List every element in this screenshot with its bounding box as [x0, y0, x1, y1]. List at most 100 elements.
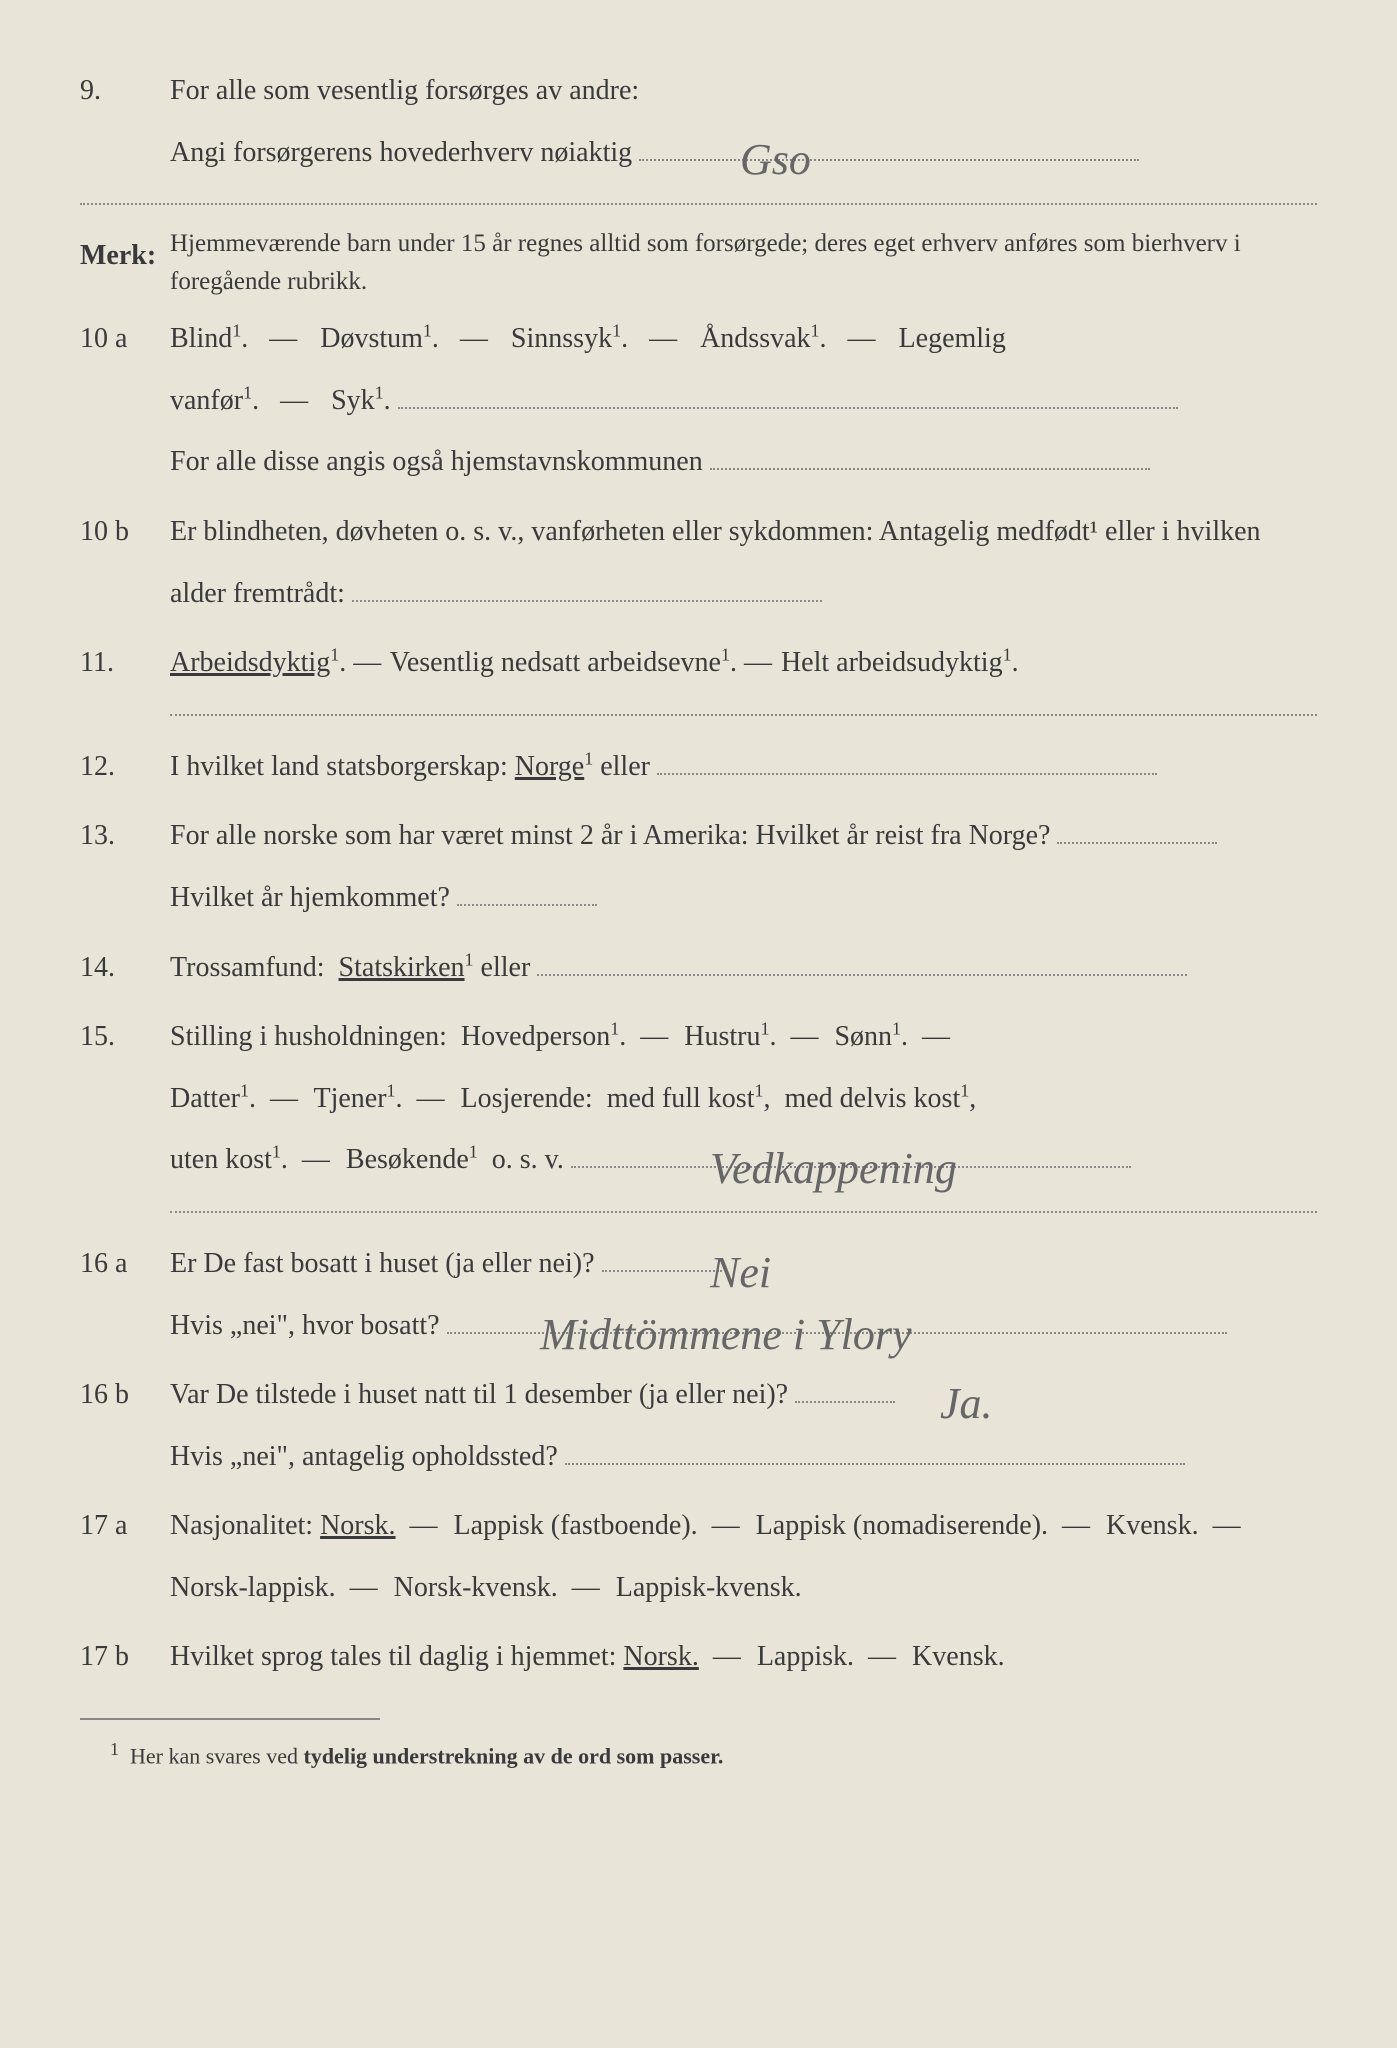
q10b-text: Er blindheten, døvheten o. s. v., vanfør… — [170, 516, 1261, 609]
sup: 1 — [960, 1080, 969, 1100]
q14-text1: Trossamfund: — [170, 952, 325, 983]
sup: 1 — [892, 1019, 901, 1039]
q15-fullkost: med full kost — [607, 1083, 755, 1114]
q15-number: 15. — [80, 1006, 170, 1191]
q16a-content: Er De fast bosatt i huset (ja eller nei)… — [170, 1233, 1317, 1356]
q17a-kvensk: Kvensk. — [1106, 1510, 1199, 1541]
question-9: 9. For alle som vesentlig forsørges av a… — [80, 60, 1317, 183]
dash: — — [350, 1572, 380, 1603]
q15-tjener: Tjener — [313, 1083, 386, 1114]
q14-blank — [537, 974, 1187, 976]
dash: — — [460, 323, 490, 354]
sup: 1 — [232, 321, 241, 341]
q15-delviskost: med delvis kost — [784, 1083, 960, 1114]
dash: — — [269, 323, 299, 354]
footnote-marker: 1 — [110, 1739, 119, 1759]
question-14: 14. Trossamfund: Statskirken1 eller — [80, 937, 1317, 999]
q17a-norsk: Norsk. — [320, 1510, 395, 1541]
q10a-vanfor: vanfør — [170, 385, 243, 416]
q13-number: 13. — [80, 805, 170, 928]
dash: — — [270, 1083, 300, 1114]
question-11: 11. Arbeidsdyktig1. — Vesentlig nedsatt … — [80, 632, 1317, 694]
q10b-content: Er blindheten, døvheten o. s. v., vanfør… — [170, 501, 1317, 624]
q9-blank — [639, 159, 1139, 161]
q17a-number: 17 a — [80, 1495, 170, 1618]
q11-content: Arbeidsdyktig1. — Vesentlig nedsatt arbe… — [170, 632, 1317, 694]
q12-text1: I hvilket land statsborgerskap: — [170, 751, 508, 782]
sup: 1 — [243, 382, 252, 402]
q17a-norsk-lappisk: Norsk-lappisk. — [170, 1572, 336, 1603]
q14-number: 14. — [80, 937, 170, 999]
question-10b: 10 b Er blindheten, døvheten o. s. v., v… — [80, 501, 1317, 624]
q13-blank1 — [1057, 842, 1217, 844]
q17a-text1: Nasjonalitet: — [170, 1510, 313, 1541]
sup: 1 — [330, 645, 339, 665]
merk-text: Hjemmeværende barn under 15 år regnes al… — [170, 225, 1317, 300]
q10a-line1: Blind1. — Døvstum1. — Sinnssyk1. — Åndss… — [170, 308, 1317, 370]
q9-number: 9. — [80, 60, 170, 183]
question-10a: 10 a Blind1. — Døvstum1. — Sinnssyk1. — … — [80, 308, 1317, 493]
sup: 1 — [811, 321, 820, 341]
q13-text2: Hvilket år hjemkommet? — [170, 882, 450, 913]
merk-note: Merk: Hjemmeværende barn under 15 år reg… — [80, 225, 1317, 300]
sup: 1 — [272, 1142, 281, 1162]
footnote: 1 Her kan svares ved tydelig understrekn… — [110, 1730, 1317, 1781]
census-form-page: 9. For alle som vesentlig forsørges av a… — [0, 0, 1397, 1821]
sup: 1 — [721, 645, 730, 665]
q10a-line2: vanfør1. — Syk1. — [170, 370, 1317, 432]
q17b-content: Hvilket sprog tales til daglig i hjemmet… — [170, 1626, 1317, 1688]
q16b-blank2 — [565, 1463, 1185, 1465]
q15-besokende: Besøkende — [346, 1144, 469, 1175]
question-17a: 17 a Nasjonalitet: Norsk. — Lappisk (fas… — [80, 1495, 1317, 1618]
q14-content: Trossamfund: Statskirken1 eller — [170, 937, 1317, 999]
q9-content: For alle som vesentlig forsørges av andr… — [170, 60, 1317, 183]
sup: 1 — [469, 1142, 478, 1162]
q17a-norsk-kvensk: Norsk-kvensk. — [394, 1572, 558, 1603]
q16b-blank1 — [795, 1401, 895, 1403]
dash: — — [572, 1572, 602, 1603]
q12-eller: eller — [600, 751, 650, 782]
q16b-line2: Hvis „nei", antagelig opholdssted? — [170, 1426, 1317, 1488]
q15-hustru: Hustru — [684, 1021, 760, 1052]
sup: 1 — [1003, 645, 1012, 665]
q10a-andssvak: Åndssvak — [700, 323, 810, 354]
dash: — — [1062, 1510, 1092, 1541]
sup: 1 — [387, 1080, 396, 1100]
sup: 1 — [754, 1080, 763, 1100]
q10a-blind: Blind — [170, 323, 232, 354]
dash: — — [640, 1021, 670, 1052]
q15-sonn: Sønn — [834, 1021, 892, 1052]
q15-answer: Vedkappening — [710, 1121, 957, 1218]
question-13: 13. For alle norske som har været minst … — [80, 805, 1317, 928]
q10a-dovstum: Døvstum — [320, 323, 423, 354]
dash: — — [713, 1641, 743, 1672]
q12-norge: Norge — [515, 751, 584, 782]
q16a-line1: Er De fast bosatt i huset (ja eller nei)… — [170, 1233, 1317, 1295]
q17a-content: Nasjonalitet: Norsk. — Lappisk (fastboen… — [170, 1495, 1317, 1618]
dash: — — [410, 1510, 440, 1541]
q17b-text1: Hvilket sprog tales til daglig i hjemmet… — [170, 1641, 616, 1672]
dash: — — [649, 323, 679, 354]
question-17b: 17 b Hvilket sprog tales til daglig i hj… — [80, 1626, 1317, 1688]
question-16a: 16 a Er De fast bosatt i huset (ja eller… — [80, 1233, 1317, 1356]
q14-eller: eller — [481, 952, 531, 983]
q16b-text2: Hvis „nei", antagelig opholdssted? — [170, 1441, 558, 1472]
sup: 1 — [465, 949, 474, 969]
q17b-norsk: Norsk. — [623, 1641, 698, 1672]
dash: — — [280, 385, 310, 416]
q17b-kvensk: Kvensk. — [912, 1641, 1005, 1672]
dash: — — [302, 1144, 332, 1175]
q10a-sinnssyk: Sinnssyk — [511, 323, 612, 354]
sup: 1 — [375, 382, 384, 402]
q13-content: For alle norske som har været minst 2 år… — [170, 805, 1317, 928]
sup: 1 — [610, 1019, 619, 1039]
q15-text1: Stilling i husholdningen: — [170, 1021, 447, 1052]
q16b-content: Var De tilstede i huset natt til 1 desem… — [170, 1364, 1317, 1487]
sup: 1 — [760, 1019, 769, 1039]
dash: — — [922, 1021, 952, 1052]
dash: — — [744, 647, 774, 678]
q10b-number: 10 b — [80, 501, 170, 624]
sup: 1 — [612, 321, 621, 341]
q15-osv: o. s. v. — [492, 1144, 564, 1175]
q13-text1: For alle norske som har været minst 2 år… — [170, 820, 1050, 851]
